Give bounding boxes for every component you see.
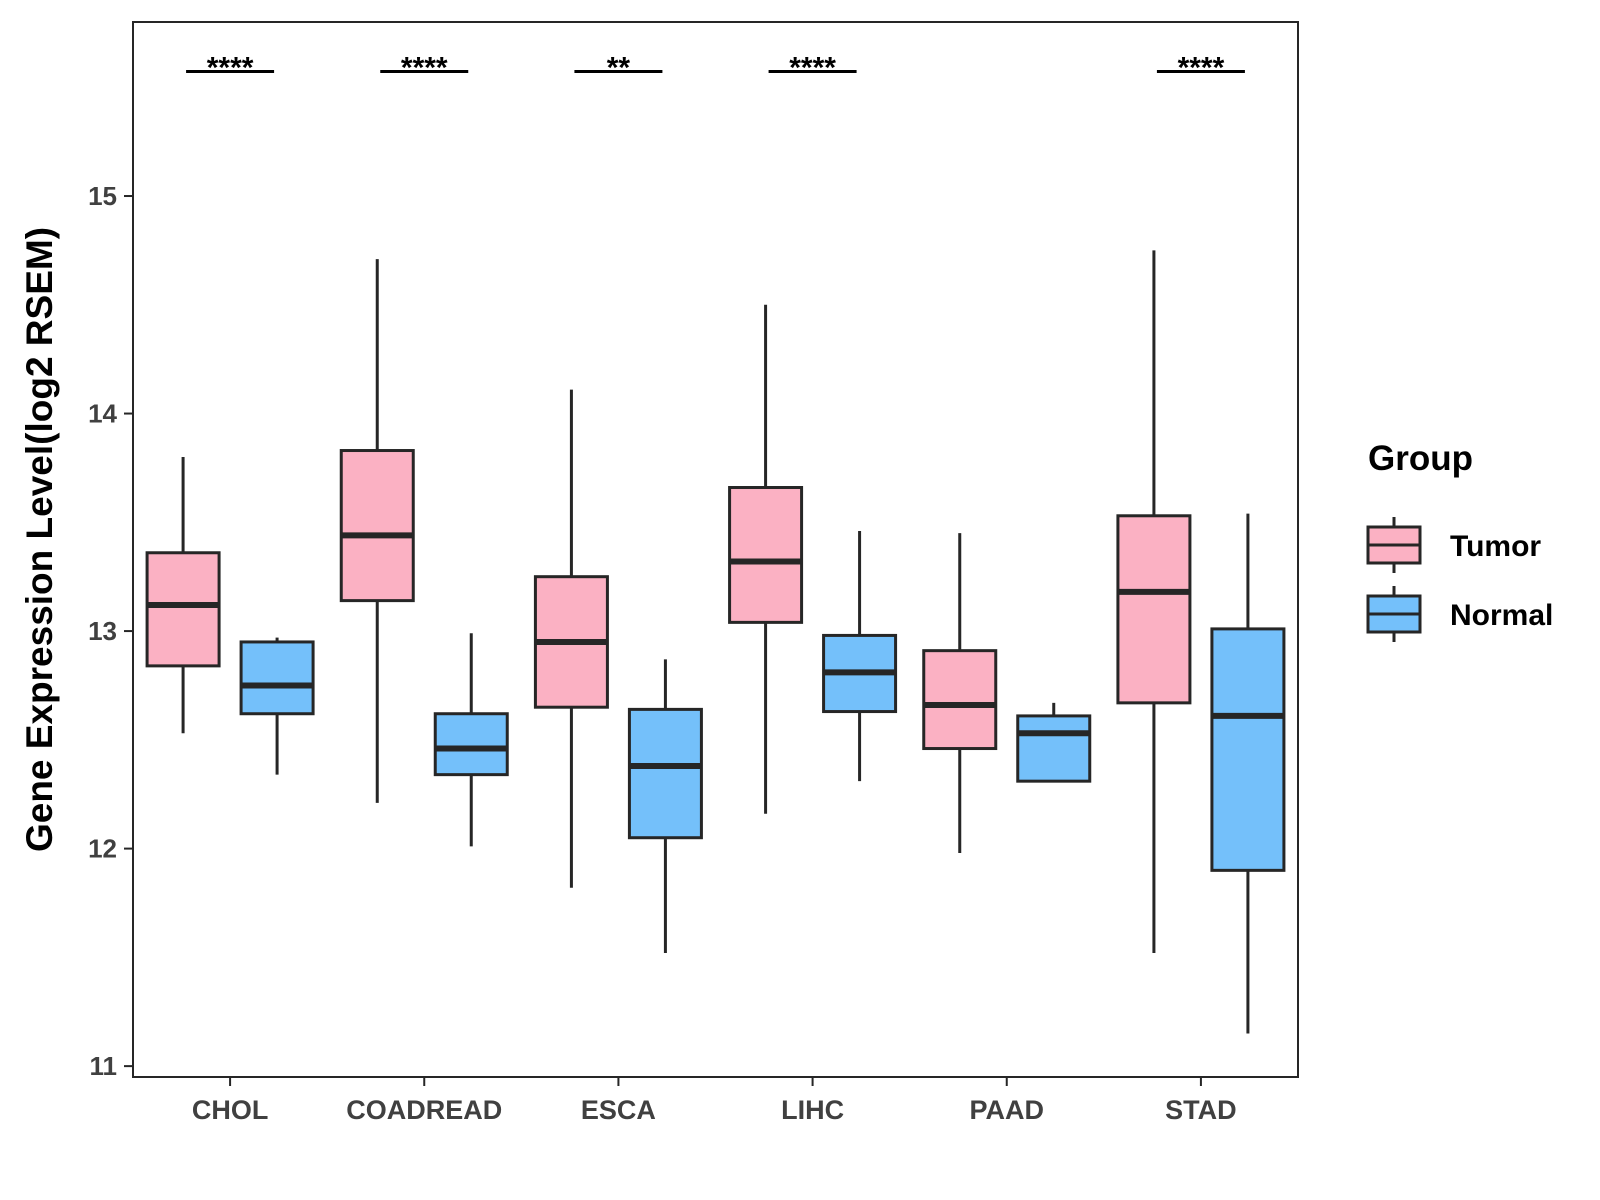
- box-body: [239, 640, 315, 716]
- box-normal-esca: [627, 659, 703, 954]
- legend-key-normal: [1366, 586, 1422, 642]
- y-axis-label: Gene Expression Level(log2 RSEM): [19, 227, 60, 852]
- box-body: [627, 707, 703, 840]
- x-tick-label: ESCA: [581, 1095, 656, 1125]
- legend: Group Tumor Normal: [1366, 439, 1553, 642]
- box-body: [145, 551, 221, 668]
- significance-label: ****: [789, 52, 836, 85]
- box-normal-paad: [1016, 702, 1092, 783]
- x-tick-label: STAD: [1165, 1095, 1237, 1125]
- box-tumor-stad: [1116, 250, 1192, 954]
- box-normal-stad: [1210, 513, 1286, 1034]
- y-tick-label: 12: [88, 834, 117, 864]
- x-tick-label: CHOL: [192, 1095, 269, 1125]
- legend-label-normal: Normal: [1450, 599, 1553, 632]
- box-body: [433, 712, 509, 777]
- y-tick-label: 11: [90, 1051, 118, 1081]
- significance-label: ****: [1178, 52, 1225, 85]
- box-body: [1016, 714, 1092, 783]
- legend-title: Group: [1368, 439, 1473, 478]
- box-tumor-paad: [922, 533, 998, 853]
- box-tumor-lihc: [728, 304, 804, 814]
- legend-key-tumor: [1366, 517, 1422, 573]
- x-tick-label: LIHC: [781, 1095, 844, 1125]
- box-normal-coadread: [433, 633, 509, 847]
- significance-label: ****: [207, 52, 254, 85]
- box-body: [339, 449, 415, 603]
- significance-label: ****: [401, 52, 448, 85]
- box-body: [728, 486, 804, 624]
- y-tick-label: 13: [88, 616, 117, 646]
- box-tumor-esca: [533, 389, 609, 888]
- significance-label: **: [607, 52, 631, 85]
- box-normal-lihc: [822, 531, 898, 782]
- box-tumor-coadread: [339, 259, 415, 803]
- box-body: [922, 649, 998, 751]
- panel-border: [132, 21, 1299, 1078]
- box-tumor-chol: [145, 457, 221, 734]
- plot-area: **** **** ** **** ****: [145, 52, 1286, 1034]
- legend-label-tumor: Tumor: [1450, 530, 1541, 563]
- y-tick-label: 15: [88, 181, 117, 211]
- axes: 11 12 13 14 15 CHOL COADREAD ESCA LIHC PAAD STAD Ge…: [19, 21, 1299, 1125]
- box-body: [1210, 627, 1286, 872]
- x-tick-label: COADREAD: [346, 1095, 502, 1125]
- y-tick-label: 14: [88, 399, 117, 429]
- box-normal-chol: [239, 637, 315, 775]
- x-tick-label: PAAD: [969, 1095, 1044, 1125]
- box-body: [1116, 514, 1192, 705]
